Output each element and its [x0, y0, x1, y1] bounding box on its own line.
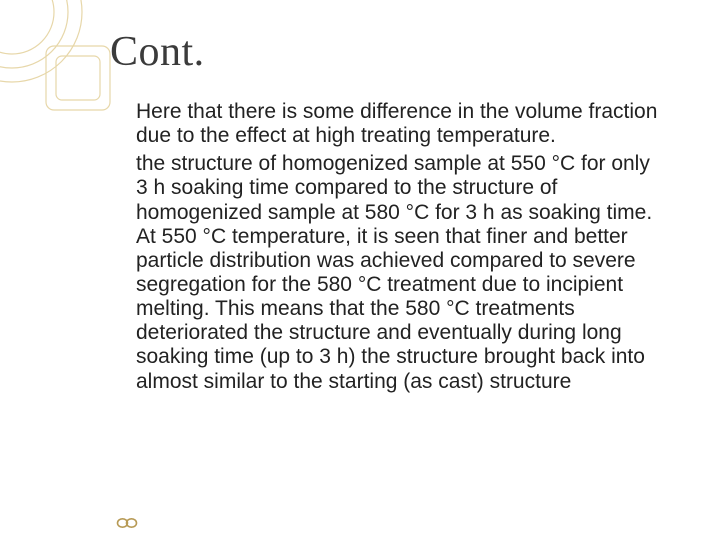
- paragraph-1: Here that there is some difference in th…: [136, 100, 660, 148]
- body-text-region: Here that there is some difference in th…: [110, 100, 660, 394]
- paragraph-2: the structure of homogenized sample at 5…: [136, 152, 660, 393]
- slide-title: Cont.: [110, 28, 660, 76]
- slide-container: Cont. Here that there is some difference…: [0, 0, 720, 540]
- chainlink-icon: [116, 516, 138, 530]
